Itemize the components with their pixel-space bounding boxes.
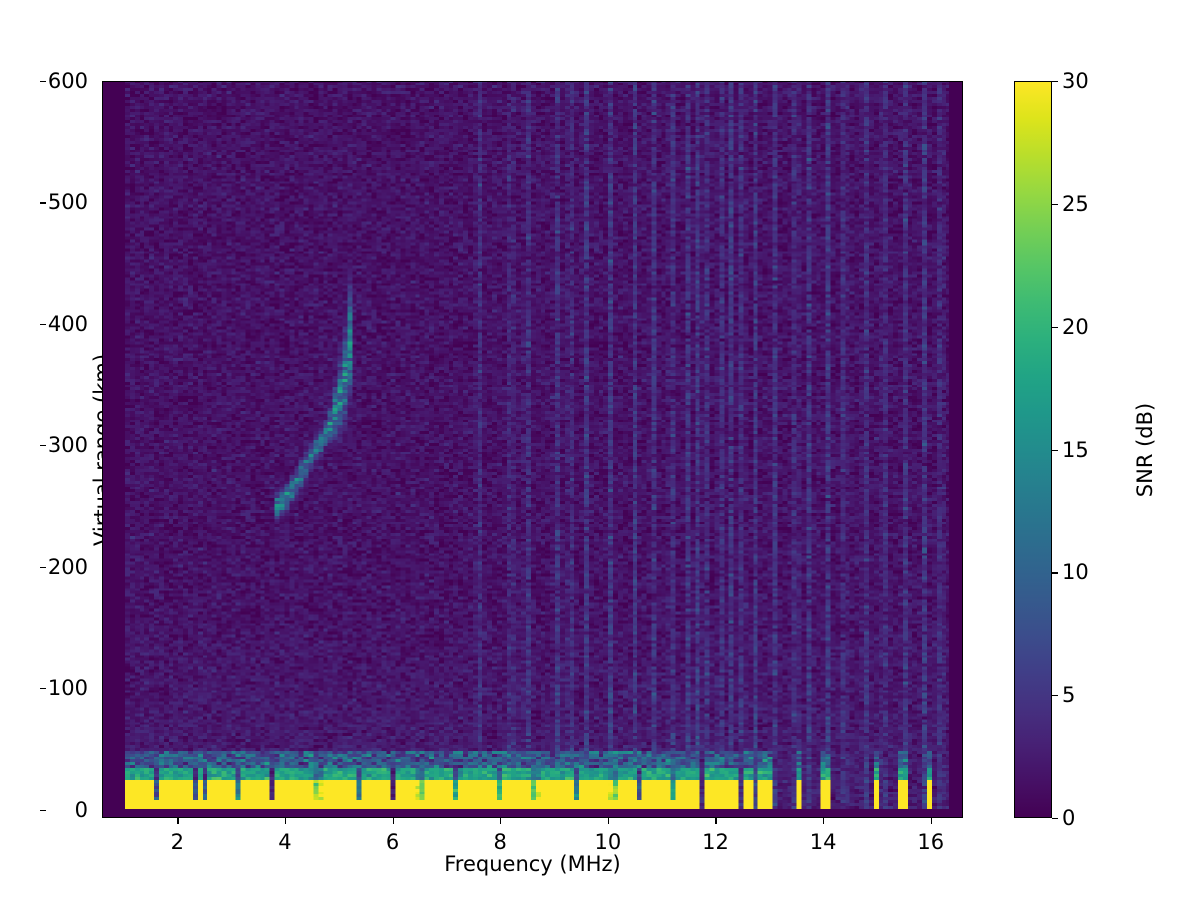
colorbar	[1014, 81, 1052, 818]
colorbar-tick-mark	[1052, 818, 1058, 820]
colorbar-tick-label: 5	[1062, 683, 1076, 708]
colorbar-tick-mark	[1052, 449, 1058, 451]
x-tick-mark	[500, 818, 502, 824]
y-tick-mark	[40, 323, 46, 326]
y-tick-label: 100	[47, 676, 88, 701]
colorbar-tick-mark	[1052, 203, 1058, 206]
x-tick-label: 10	[594, 830, 622, 854]
x-tick-mark	[823, 818, 825, 824]
ionogram-plot-area	[102, 81, 963, 818]
y-tick-mark	[40, 445, 46, 447]
x-tick-label: 12	[702, 830, 729, 854]
x-tick-mark	[715, 818, 717, 824]
colorbar-gradient	[1015, 82, 1051, 817]
x-tick-label: 16	[917, 830, 945, 854]
x-tick-label: 6	[385, 830, 400, 854]
colorbar-tick-mark	[1052, 326, 1058, 328]
y-tick-label: 300	[47, 433, 88, 458]
ionogram-heatmap	[103, 82, 962, 817]
x-tick-mark	[177, 818, 179, 824]
colorbar-tick-label: 15	[1062, 437, 1089, 462]
y-axis-ticks: 0 100 200 300 400 500 600	[40, 69, 102, 822]
x-tick-label: 2	[170, 830, 185, 854]
colorbar-tick-label: 20	[1062, 314, 1089, 339]
x-axis-label: Frequency (MHz)	[444, 852, 621, 876]
y-tick-mark	[40, 202, 46, 204]
colorbar-tick-mark	[1052, 81, 1058, 83]
y-tick-mark	[40, 81, 46, 83]
y-tick-mark	[40, 809, 46, 811]
x-tick-mark	[284, 818, 287, 824]
x-axis-ticks: 2 4 6 8 10 12 14 16	[102, 818, 963, 862]
y-tick-label: 600	[47, 69, 88, 93]
y-tick-mark	[40, 688, 46, 690]
colorbar-label: SNR (dB)	[1133, 402, 1158, 497]
y-tick-label: 400	[47, 311, 88, 336]
colorbar-tick-label: 0	[1062, 806, 1076, 830]
colorbar-tick-label: 30	[1062, 69, 1089, 93]
x-tick-mark	[392, 818, 394, 824]
y-tick-label: 500	[47, 190, 88, 215]
y-axis-label-container: Virtual range (km)	[8, 81, 114, 818]
colorbar-label-container: SNR (dB)	[1100, 81, 1157, 818]
x-tick-mark	[930, 818, 932, 824]
y-tick-label: 0	[74, 797, 88, 822]
x-tick-mark	[607, 818, 610, 824]
colorbar-tick-label: 25	[1062, 191, 1089, 216]
x-tick-label: 14	[809, 830, 837, 854]
y-tick-label: 200	[47, 554, 88, 579]
x-tick-label: 4	[278, 830, 292, 854]
colorbar-ticks: 0 5 10 15 20 25 30	[1052, 69, 1112, 830]
colorbar-tick-mark	[1052, 572, 1058, 574]
x-tick-label: 8	[493, 830, 507, 854]
colorbar-tick-label: 10	[1062, 560, 1089, 585]
y-tick-mark	[40, 566, 46, 568]
colorbar-tick-mark	[1052, 695, 1058, 697]
